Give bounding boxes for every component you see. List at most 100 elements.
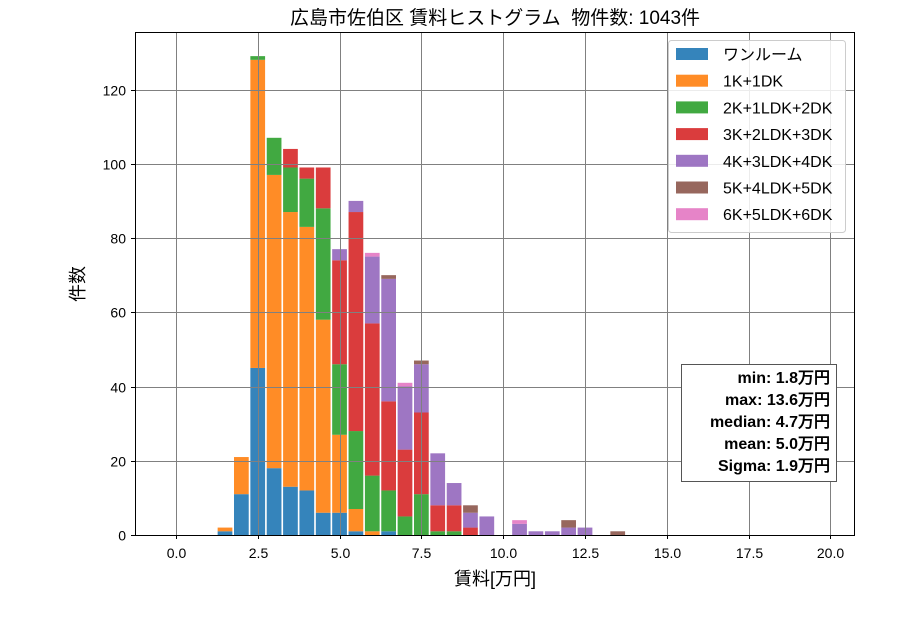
legend-entry: 3K+2LDK+3DK — [676, 127, 833, 144]
histogram-bar-segment — [397, 382, 413, 387]
legend-entry: ワンルーム — [676, 47, 803, 64]
legend-label: 6K+5LDK+6DK — [723, 207, 833, 224]
stats-line: max: 13.6万円 — [725, 391, 830, 409]
x-tick-label: 12.5 — [572, 545, 599, 561]
x-tick-label: 7.5 — [412, 545, 432, 561]
y-tick-label: 40 — [110, 380, 126, 396]
histogram-bar-segment — [283, 148, 298, 168]
histogram-bar-segment — [430, 505, 446, 532]
y-tick-label: 60 — [110, 305, 126, 321]
legend-entry: 6K+5LDK+6DK — [676, 207, 833, 224]
legend-label: 4K+3LDK+4DK — [723, 154, 833, 171]
legend-entry: 4K+3LDK+4DK — [676, 154, 833, 171]
legend-swatch — [676, 74, 708, 87]
y-tick-label: 120 — [103, 83, 127, 99]
histogram-bar-segment — [397, 449, 413, 517]
legend-box — [668, 40, 846, 233]
y-axis-label: 件数 — [68, 266, 88, 302]
histogram-bar-segment — [266, 174, 282, 469]
x-axis: 0.0 2.5 5.0 7.5 10.0 12.5 15.0 17.5 20.0 — [167, 535, 844, 561]
y-tick-label: 20 — [110, 454, 126, 470]
histogram-bar-segment — [397, 516, 413, 535]
histogram-bar-segment — [283, 486, 298, 535]
x-tick-label: 10.0 — [490, 545, 517, 561]
legend-label: 2K+1LDK+2DK — [723, 100, 833, 117]
x-tick-label: 2.5 — [249, 545, 269, 561]
histogram-bar-segment — [299, 226, 315, 491]
histogram-bar-segment — [315, 208, 331, 320]
histogram-bar-segment — [512, 520, 527, 524]
histogram-bar-segment — [463, 527, 478, 535]
histogram-bar-segment — [381, 490, 396, 532]
histogram-bar-segment — [364, 252, 380, 257]
x-tick-label: 20.0 — [817, 545, 844, 561]
y-axis: 0 20 40 60 80 100 120 — [103, 83, 135, 544]
histogram-bar-segment — [217, 527, 233, 532]
histogram-bar-segment — [283, 167, 298, 213]
histogram-bar-segment — [430, 453, 446, 506]
histogram-bar-segment — [528, 531, 544, 535]
histogram-bar-segment — [364, 531, 380, 535]
histogram-bar-segment — [250, 367, 266, 535]
histogram-bar-segment — [397, 386, 413, 450]
histogram-bar-segment — [266, 137, 282, 175]
histogram-bar-segment — [234, 457, 249, 495]
histogram-bar-segment — [512, 523, 527, 535]
histogram-bar-segment — [381, 401, 396, 491]
histogram-bar-segment — [299, 178, 315, 227]
legend-label: ワンルーム — [723, 47, 803, 64]
plot-frame — [135, 32, 855, 536]
histogram-bar-segment — [332, 434, 347, 513]
histogram-bar-segment — [283, 212, 298, 487]
stats-box: min: 1.8万円 max: 13.6万円 median: 4.7万円 mean: … — [681, 364, 837, 482]
legend-swatch — [676, 181, 708, 194]
histogram-bar-segment — [348, 200, 364, 213]
y-tick-label: 100 — [103, 157, 127, 173]
stats-line: Sigma: 1.9万円 — [718, 457, 830, 475]
histogram-bar-segment — [250, 56, 266, 60]
histogram-bar-segment — [348, 431, 364, 510]
histogram-bar-segment — [364, 323, 380, 476]
histogram-bar-segment — [381, 275, 396, 279]
histogram-bar-segment — [364, 475, 380, 532]
histogram-bar-segment — [332, 364, 347, 435]
histogram-bar-segment — [446, 531, 462, 535]
histogram-bar-segment — [479, 516, 495, 535]
histogram-bar-segment — [332, 512, 347, 535]
x-tick-label: 0.0 — [167, 545, 187, 561]
legend-label: 3K+2LDK+3DK — [723, 127, 833, 144]
histogram-bar-segment — [348, 509, 364, 532]
histogram-bar-segment — [299, 490, 315, 535]
histogram-bar-segment — [446, 505, 462, 532]
legend-label: 5K+4LDK+5DK — [723, 181, 833, 198]
stats-line: mean: 5.0万円 — [724, 435, 830, 453]
histogram-bar-segment — [315, 512, 331, 535]
legend-entry: 2K+1LDK+2DK — [676, 100, 833, 117]
legend-swatch — [676, 101, 708, 114]
x-tick-label: 5.0 — [331, 545, 351, 561]
legend-entry: 5K+4LDK+5DK — [676, 181, 833, 198]
histogram-bar-segment — [446, 483, 462, 506]
histogram-bar-segment — [348, 531, 364, 535]
histogram-bar-segment — [315, 167, 331, 209]
x-tick-label: 17.5 — [736, 545, 763, 561]
histogram-bar-segment — [250, 59, 266, 368]
stats-line: min: 1.8万円 — [738, 369, 830, 387]
legend-swatch — [676, 48, 708, 60]
histogram-bar-segment — [463, 505, 478, 513]
histogram-bar-segment — [332, 249, 347, 261]
histogram-bar-segment — [561, 527, 576, 535]
legend-swatch — [676, 154, 708, 167]
histogram-bar-segment — [463, 512, 478, 528]
legend-swatch — [676, 128, 708, 141]
legend-swatch — [676, 208, 708, 221]
histogram-bar-segment — [217, 531, 233, 535]
chart-title: 広島市佐伯区 賃料ヒストグラム 物件数: 1043件 — [290, 7, 700, 29]
legend-entry: 1K+1DK — [676, 74, 783, 91]
y-tick-label: 80 — [110, 231, 126, 247]
histogram-bar-segment — [348, 212, 364, 432]
histogram-bar-segment — [315, 319, 331, 513]
histogram-bar-segment — [430, 531, 446, 535]
